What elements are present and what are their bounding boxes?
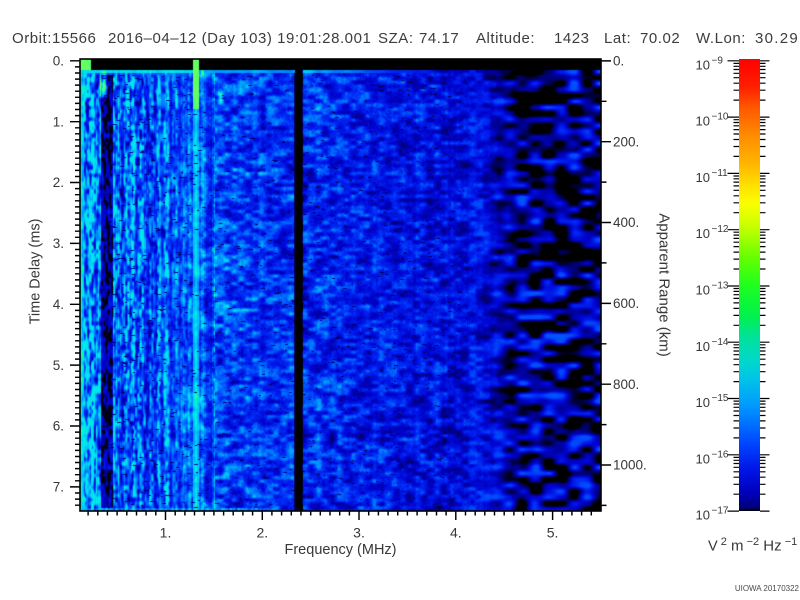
svg-text:400.: 400. — [613, 215, 639, 230]
svg-text:−9: −9 — [712, 55, 724, 66]
svg-text:10: 10 — [696, 226, 710, 241]
svg-text:10: 10 — [696, 451, 710, 466]
svg-text:−10: −10 — [712, 112, 729, 123]
svg-text:10: 10 — [696, 114, 710, 129]
svg-text:−12: −12 — [712, 224, 729, 235]
svg-text:200.: 200. — [613, 134, 639, 149]
svg-text:2.: 2. — [256, 525, 268, 541]
svg-text:800.: 800. — [613, 377, 639, 392]
svg-text:V 2 m −2 Hz −1: V 2 m −2 Hz −1 — [708, 536, 797, 555]
svg-text:10: 10 — [696, 170, 710, 185]
svg-text:UIOWA 20170322: UIOWA 20170322 — [735, 584, 800, 593]
svg-text:10: 10 — [696, 395, 710, 410]
svg-text:4.: 4. — [450, 525, 462, 541]
svg-text:10: 10 — [696, 57, 710, 72]
svg-text:10: 10 — [696, 339, 710, 354]
svg-text:7.: 7. — [53, 480, 64, 495]
svg-text:5.: 5. — [53, 358, 64, 373]
svg-text:0.: 0. — [53, 54, 64, 69]
svg-text:Apparent Range (km): Apparent Range (km) — [656, 213, 673, 356]
svg-text:3.: 3. — [53, 236, 64, 251]
svg-text:10: 10 — [696, 283, 710, 298]
svg-text:1.: 1. — [160, 525, 172, 541]
svg-text:4.: 4. — [53, 297, 64, 312]
svg-text:2.: 2. — [53, 175, 64, 190]
svg-text:−13: −13 — [712, 281, 729, 292]
svg-text:3.: 3. — [353, 525, 365, 541]
svg-text:0.: 0. — [613, 54, 624, 69]
svg-text:Time Delay (ms): Time Delay (ms) — [28, 219, 44, 325]
svg-text:1000.: 1000. — [613, 458, 647, 473]
svg-text:1.: 1. — [53, 114, 64, 129]
svg-text:6.: 6. — [53, 419, 64, 434]
svg-text:−16: −16 — [712, 449, 729, 460]
svg-text:600.: 600. — [613, 296, 639, 311]
svg-text:−15: −15 — [712, 393, 729, 404]
svg-text:−17: −17 — [712, 506, 729, 517]
svg-text:Frequency (MHz): Frequency (MHz) — [285, 542, 397, 558]
svg-text:10: 10 — [696, 508, 710, 523]
svg-text:−11: −11 — [712, 168, 729, 179]
svg-text:5.: 5. — [547, 525, 559, 541]
svg-text:−14: −14 — [712, 337, 729, 348]
